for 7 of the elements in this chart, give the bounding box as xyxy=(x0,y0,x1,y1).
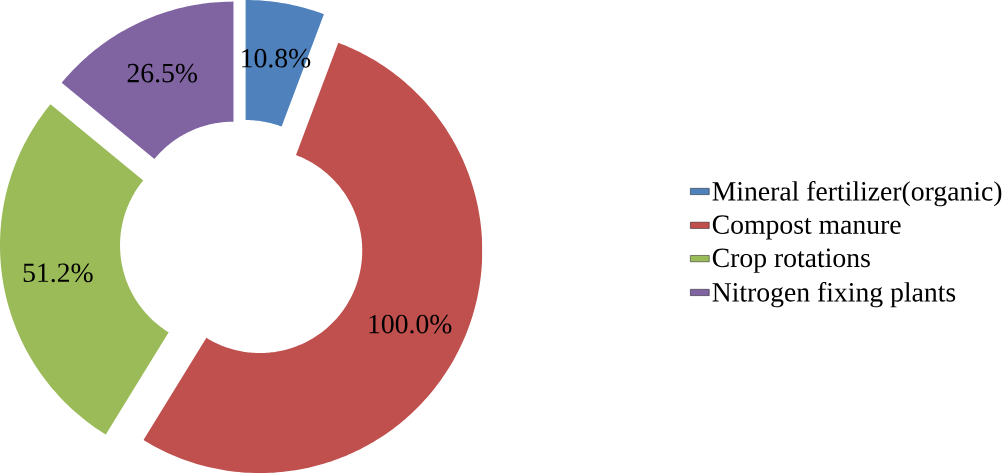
legend-label: Mineral fertilizer(organic) xyxy=(712,180,1002,207)
legend-label: Crop rotations xyxy=(712,248,870,273)
data-label: 26.5% xyxy=(127,63,197,83)
data-label: 100.0% xyxy=(369,314,452,334)
legend-label: Compost manure xyxy=(712,215,901,240)
data-label: 51.2% xyxy=(23,263,93,283)
legend-label: Nitrogen fixing plants xyxy=(712,281,956,308)
